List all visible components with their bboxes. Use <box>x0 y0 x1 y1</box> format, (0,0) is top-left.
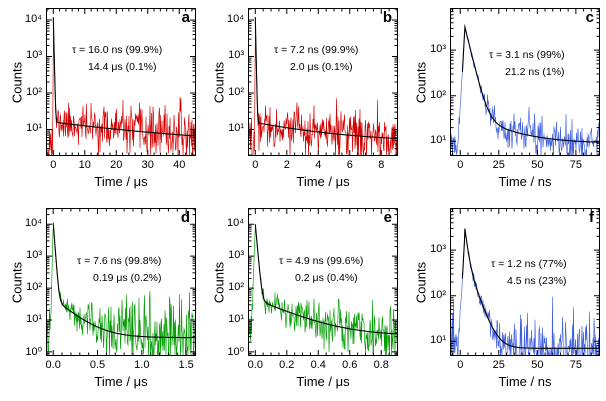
x-axis-title-f: Time / ns <box>498 374 552 389</box>
fit-tau-line1-f: τ = 1.2 ns (77%) <box>491 258 567 270</box>
x-tick-label: 20 <box>110 159 123 171</box>
x-tick-label: 0.0 <box>45 359 61 371</box>
panel-letter-a: a <box>181 9 190 26</box>
x-axis-title-c: Time / ns <box>498 174 552 189</box>
decay-curve-canvas-d <box>47 209 195 355</box>
x-tick-label: 50 <box>531 159 544 171</box>
fit-tau-line2-b: 2.0 μs (0.1%) <box>290 61 353 73</box>
x-tick-label: 10 <box>78 159 91 171</box>
y-axis-title-c: Counts <box>413 61 429 104</box>
panel-b: Counts 10¹ 10² 10³ 10⁴ τ = 7.2 ns (99.9%) 2… <box>202 0 404 200</box>
panel-e: Counts 10⁰ 10¹ 10² 10³ 10⁴ τ = 4.9 ns (99.6%… <box>202 200 404 400</box>
plot-area-e: τ = 4.9 ns (99.6%) 0.2 μs (0.4%) e <box>248 208 398 356</box>
x-axis-title-d: Time / μs <box>94 374 148 389</box>
x-tick-label: 50 <box>531 359 544 371</box>
fit-tau-line1-e: τ = 4.9 ns (99.6%) <box>279 255 364 267</box>
x-tick-label: 8 <box>378 159 385 171</box>
x-tick-label: 0 <box>457 359 464 371</box>
y-axis-title-b: Counts <box>211 61 227 104</box>
x-tick-label: 75 <box>569 359 582 371</box>
y-axis-title-a: Counts <box>9 61 25 104</box>
panel-letter-e: e <box>383 209 392 226</box>
y-axis-title-d: Counts <box>9 261 25 304</box>
x-axis-title-a: Time / μs <box>94 174 148 189</box>
x-tick-label: 6 <box>346 159 353 171</box>
panel-a: Counts 10¹ 10² 10³ 10⁴ τ = 16.0 ns (99.9%) … <box>0 0 202 200</box>
x-axis-title-e: Time / μs <box>296 374 350 389</box>
x-tick-label: 0 <box>457 159 464 171</box>
fit-annotation-e: τ = 4.9 ns (99.6%) 0.2 μs (0.4%) <box>279 253 363 287</box>
x-tick-label: 0 <box>252 159 259 171</box>
x-tick-label: 4 <box>315 159 322 171</box>
x-tick-label: 0.4 <box>310 359 326 371</box>
decay-curve-canvas-b <box>249 9 397 155</box>
plot-area-f: τ = 1.2 ns (77%) 4.5 ns (23%) f <box>450 208 600 356</box>
x-tick-label: 25 <box>492 159 505 171</box>
decay-curve-canvas-a <box>47 9 195 155</box>
x-tick-label: 0.8 <box>373 359 389 371</box>
panel-d: Counts 10⁰ 10¹ 10² 10³ 10⁴ τ = 7.6 ns (99.8%… <box>0 200 202 400</box>
x-tick-label: 2 <box>283 159 290 171</box>
fit-tau-line1-b: τ = 7.2 ns (99.9%) <box>274 44 359 56</box>
x-axis-title-b: Time / μs <box>296 174 350 189</box>
x-tick-label: 0.5 <box>89 359 106 371</box>
fit-annotation-a: τ = 16.0 ns (99.9%) 14.4 μs (0.1%) <box>72 42 162 76</box>
panel-letter-d: d <box>180 209 190 226</box>
x-tick-label: 75 <box>569 159 582 171</box>
x-tick-label: 1.0 <box>134 359 150 371</box>
fit-tau-line2-c: 21.2 ns (1%) <box>505 66 565 78</box>
decay-curve-canvas-e <box>249 209 397 355</box>
x-tick-label: 30 <box>141 159 154 171</box>
fit-tau-line1-d: τ = 7.6 ns (99.8%) <box>77 255 162 267</box>
plot-area-a: τ = 16.0 ns (99.9%) 14.4 μs (0.1%) a <box>46 8 196 156</box>
fit-annotation-c: τ = 3.1 ns (99%) 21.2 ns (1%) <box>489 47 565 81</box>
x-tick-label: 0.2 <box>279 359 295 371</box>
panel-c: Counts 10¹ 10² 10³ τ = 3.1 ns (99%) 21.2 n… <box>404 0 606 200</box>
fit-annotation-d: τ = 7.6 ns (99.8%) 0.19 μs (0.2%) <box>77 253 162 287</box>
x-tick-label: 25 <box>492 359 505 371</box>
plot-area-b: τ = 7.2 ns (99.9%) 2.0 μs (0.1%) b <box>248 8 398 156</box>
plot-area-c: τ = 3.1 ns (99%) 21.2 ns (1%) c <box>450 8 600 156</box>
panel-letter-b: b <box>382 9 392 26</box>
decay-curve-canvas-c <box>451 9 599 155</box>
x-tick-label: 1.5 <box>178 359 194 371</box>
y-axis-title-e: Counts <box>211 261 227 304</box>
x-tick-label: 0.6 <box>342 359 358 371</box>
panel-letter-f: f <box>589 209 594 226</box>
fit-annotation-f: τ = 1.2 ns (77%) 4.5 ns (23%) <box>491 256 567 290</box>
decay-curve-canvas-f <box>451 209 599 355</box>
fit-annotation-b: τ = 7.2 ns (99.9%) 2.0 μs (0.1%) <box>274 42 358 76</box>
x-tick-label: 40 <box>173 159 186 171</box>
plot-area-d: τ = 7.6 ns (99.8%) 0.19 μs (0.2%) d <box>46 208 196 356</box>
fit-tau-line2-a: 14.4 μs (0.1%) <box>88 61 157 73</box>
panel-letter-c: c <box>585 9 594 26</box>
fit-tau-line2-d: 0.19 μs (0.2%) <box>93 272 162 284</box>
y-axis-title-f: Counts <box>413 261 429 304</box>
fit-tau-line2-e: 0.2 μs (0.4%) <box>295 272 358 284</box>
x-tick-label: 0 <box>50 159 57 171</box>
fit-tau-line1-a: τ = 16.0 ns (99.9%) <box>72 44 163 56</box>
fit-tau-line1-c: τ = 3.1 ns (99%) <box>489 49 565 61</box>
x-tick-label: 0.0 <box>247 359 263 371</box>
panel-f: Counts 10¹ 10² 10³ τ = 1.2 ns (77%) 4.5 ns… <box>404 200 606 400</box>
fit-tau-line2-f: 4.5 ns (23%) <box>507 275 567 287</box>
